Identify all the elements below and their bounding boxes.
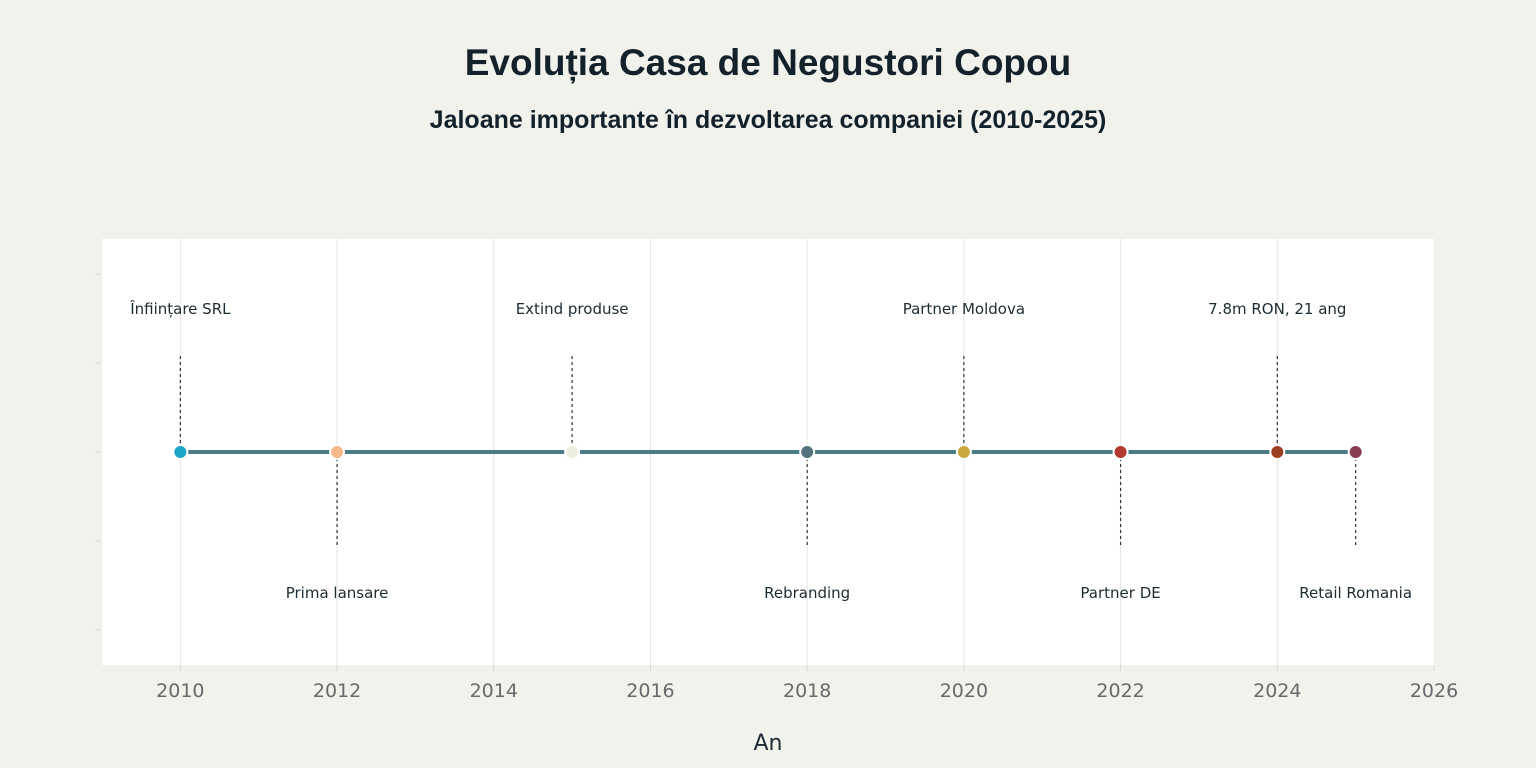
milestone-label: Prima lansare [286,584,389,602]
x-axis-label: An [754,731,783,756]
x-tick-label: 2018 [783,680,831,702]
milestone-label: Retail Romania [1299,584,1412,602]
milestone-point [799,444,816,460]
milestone-label: Rebranding [764,584,850,602]
x-tick-label: 2012 [313,680,361,702]
x-tick-label: 2010 [156,680,204,702]
milestone-point [955,444,972,460]
x-tick-label: 2024 [1253,680,1301,702]
x-tick-label: 2016 [626,680,674,702]
milestone-point [1347,444,1364,460]
milestone-points [172,444,1364,460]
chart-title: Evoluția Casa de Negustori Copou [464,42,1072,83]
milestone-point [564,444,581,460]
chart-subtitle: Jaloane importante în dezvoltarea compan… [429,106,1107,134]
milestone-labels: Înființare SRL Prima lansare Extind produs… [129,299,1412,602]
milestone-label: Înființare SRL [129,299,231,318]
milestone-label: Partner DE [1080,584,1160,602]
milestone-point [172,444,189,460]
x-tick-label: 2020 [940,680,988,702]
x-tick-label: 2022 [1096,680,1144,702]
x-tick-label: 2014 [470,680,518,702]
y-axis-ticks [95,273,101,631]
milestone-label: Partner Moldova [903,300,1025,318]
milestone-point [1112,444,1129,460]
milestone-point [329,444,346,460]
milestone-label: Extind produse [516,300,629,318]
x-tick-label: 2026 [1410,680,1458,702]
milestone-point [1269,444,1286,460]
milestone-stems [179,356,1357,548]
milestone-label: 7.8m RON, 21 ang [1208,300,1346,318]
x-axis-ticks: 2010 2012 2014 2016 2018 2020 2022 2024 2026 [156,665,1458,702]
